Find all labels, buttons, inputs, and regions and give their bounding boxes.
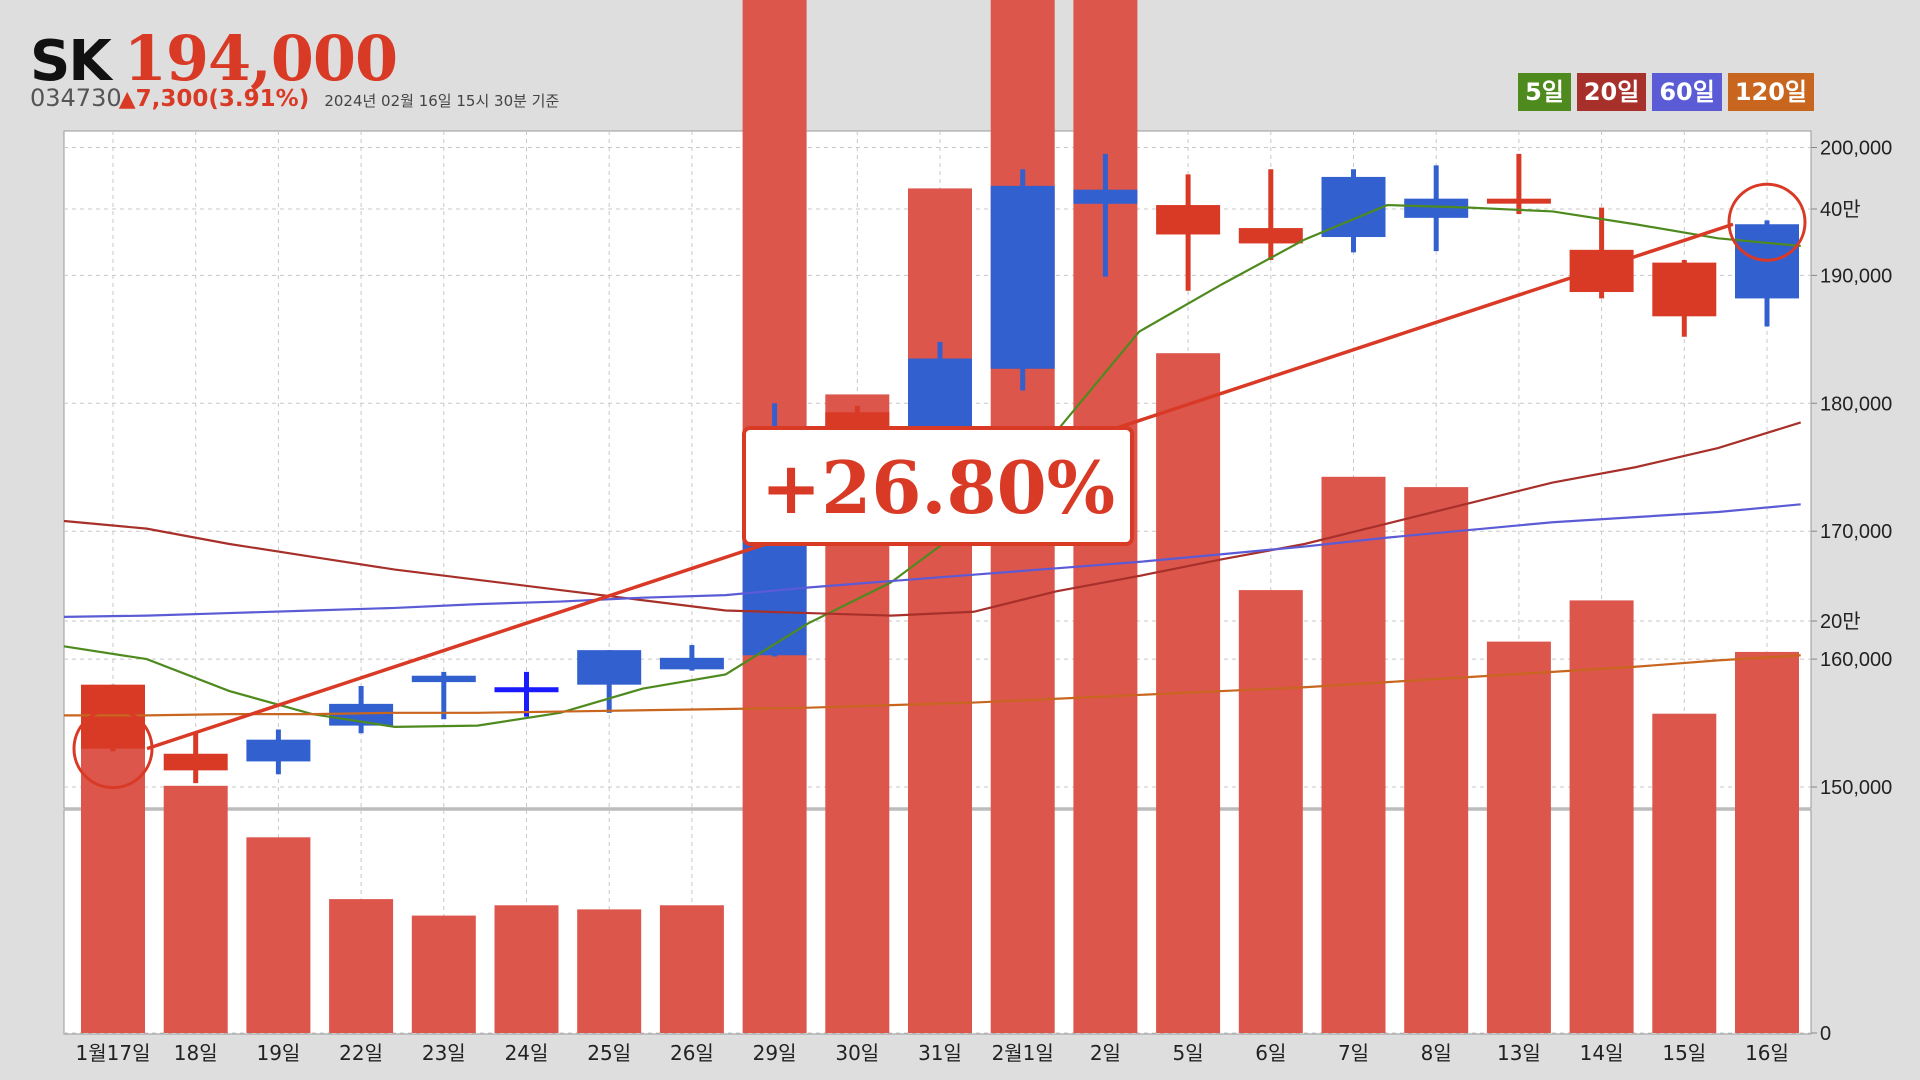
as-of-date: 2024년 02월 16일 15시 30분 기준 [324,92,560,110]
moving-average-line [63,503,1801,618]
candle [494,671,559,717]
x-tick-label: 26일 [670,1041,714,1065]
candle [1073,153,1138,277]
candle-body [1652,262,1717,317]
volume-bar [1486,641,1551,1033]
volume-bar [494,905,559,1033]
y-tick-label: 180,000 [1820,393,1892,415]
candle [1569,207,1634,299]
candle-body [163,753,228,771]
stock-code: 034730 [30,84,122,112]
x-tick-label: 24일 [505,1041,549,1065]
legend: 5일 20일 60일 120일 [1518,73,1814,111]
x-tick-label: 23일 [422,1041,466,1065]
volume-bar [1321,476,1386,1033]
volume-tick-label: 0 [1820,1023,1831,1045]
candle [990,169,1055,391]
stock-name: SK [30,29,112,94]
x-tick-label: 22일 [339,1041,383,1065]
volume-bar [163,785,228,1033]
volume-bar [659,905,724,1033]
sub-row: 034730 ▲7,300(3.91%) 2024년 02월 16일 15시 3… [30,84,559,112]
moving-average-line [64,654,1801,717]
volume-bar [1735,651,1799,1033]
candle [411,671,476,720]
candle-body [1073,189,1138,204]
volume-bar [1569,600,1634,1033]
moving-average-line [63,421,1802,617]
volume-bar [81,744,145,1033]
candle-body [246,739,311,762]
x-tick-label: 7일 [1338,1041,1369,1065]
candle [577,650,642,713]
candle-body [659,657,724,670]
x-tick-label: 15일 [1662,1041,1706,1065]
start-marker-circle [72,708,154,790]
volume-bar [1404,487,1469,1034]
candle [1486,153,1551,215]
legend-ma5[interactable]: 5일 [1518,73,1571,111]
volume-bar [246,837,311,1033]
current-price: 194,000 [123,22,398,95]
candle-body [1238,228,1303,244]
candle [1652,260,1717,337]
y-tick-label: 200,000 [1820,138,1892,160]
candle-body [1486,198,1551,204]
end-marker-circle [1727,182,1807,262]
x-tick-label: 16일 [1745,1041,1789,1065]
candle-body [990,185,1055,369]
annotation-percent: +26.80% [761,445,1115,530]
x-tick-label: 1월17일 [76,1041,151,1065]
x-tick-label: 30일 [835,1041,879,1065]
x-tick-label: 8일 [1421,1041,1452,1065]
up-arrow-icon: ▲ [118,87,136,112]
x-tick-label: 2월1일 [992,1041,1054,1065]
x-tick-label: 14일 [1580,1041,1624,1065]
candle-body [411,675,476,683]
legend-ma20[interactable]: 20일 [1576,73,1647,111]
moving-average-line [63,203,1801,728]
candle [163,732,228,784]
volume-bar [908,188,972,1033]
volume-tick-label: 20만 [1820,610,1861,633]
volume-tick-label: 40만 [1820,198,1861,221]
candle-body [1569,249,1634,293]
x-tick-label: 25일 [587,1041,631,1065]
volume-bar [411,915,476,1033]
chart-header: SK 194,000 034730 ▲7,300(3.91%) 2024년 02월… [0,0,1920,130]
volume-bar [329,899,394,1033]
volume-bar [1652,713,1717,1033]
candle-body [1156,205,1221,235]
candle [659,645,724,671]
candle-body [494,687,559,693]
legend-ma60[interactable]: 60일 [1652,73,1722,111]
x-tick-label: 2일 [1090,1041,1121,1065]
y-tick-label: 160,000 [1820,649,1892,671]
candle [246,729,311,775]
y-tick-label: 190,000 [1820,265,1892,287]
candle-body [1404,198,1469,218]
price-change: 7,300(3.91%) [135,86,310,112]
volume-bar [1238,590,1303,1033]
x-tick-label: 5일 [1173,1041,1204,1065]
legend-ma120[interactable]: 120일 [1727,73,1814,111]
title-row: SK 194,000 [30,22,398,95]
x-tick-label: 31일 [918,1041,962,1065]
x-tick-label: 18일 [174,1041,218,1065]
x-tick-label: 13일 [1497,1041,1541,1065]
annotation-box [742,426,1134,546]
candle-body [577,650,642,685]
candle [1404,165,1469,252]
y-tick-label: 170,000 [1820,521,1892,543]
x-tick-label: 29일 [753,1041,797,1065]
x-tick-label: 6일 [1255,1041,1286,1065]
candle [1238,169,1303,261]
candle [1156,174,1221,291]
x-tick-label: 19일 [256,1041,300,1065]
volume-bar [577,909,642,1033]
y-tick-label: 150,000 [1820,777,1892,799]
